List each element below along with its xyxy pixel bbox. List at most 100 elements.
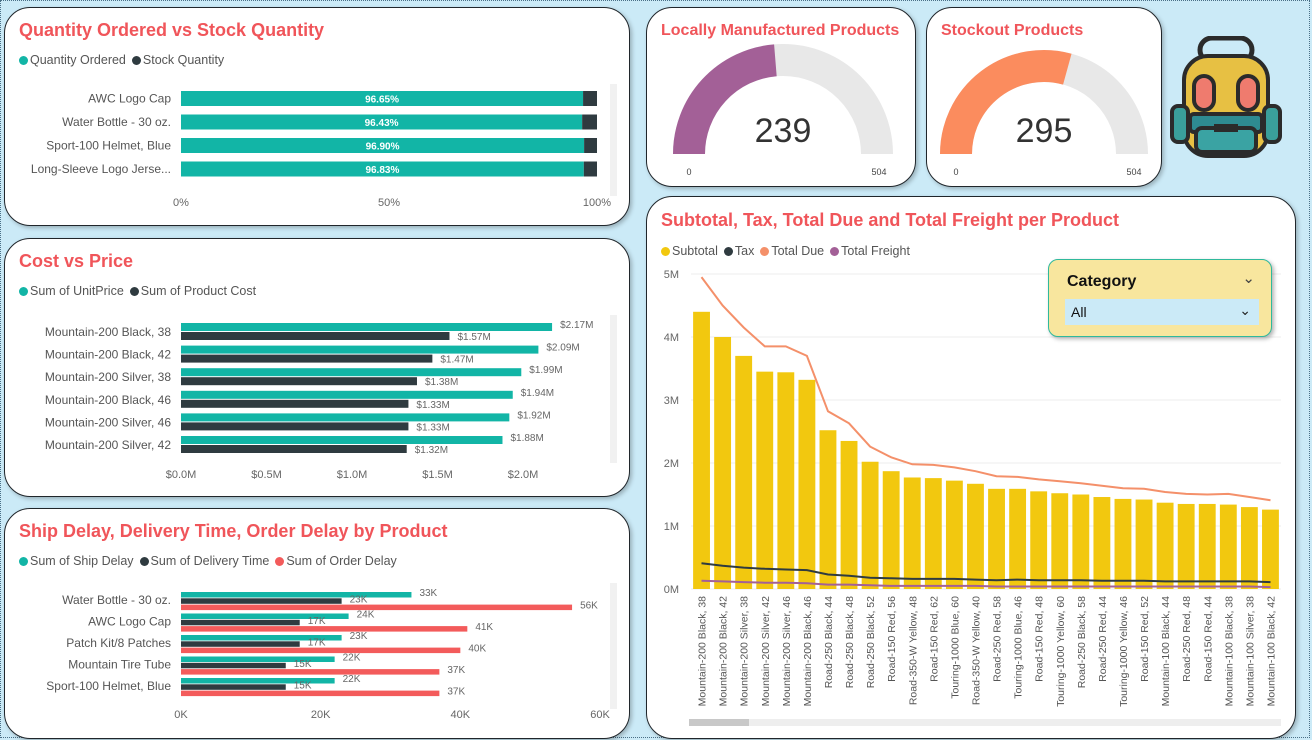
legend-item-quantity-ordered[interactable]: Quantity Ordered	[19, 53, 126, 67]
data-label: 17K	[308, 616, 326, 627]
bar-sum-of-ship-delay	[181, 592, 412, 598]
legend-item-delivery-time[interactable]: Sum of Delivery Time	[139, 554, 269, 568]
main-legend: Subtotal Tax Total Due Total Freight	[661, 244, 910, 258]
data-label: $2.17M	[560, 320, 593, 331]
data-label: $1.57M	[457, 332, 490, 343]
chevron-down-icon[interactable]: ⌄	[1242, 270, 1255, 287]
gauge-local-card[interactable]: Locally Manufactured Products 239 0 504	[646, 7, 916, 187]
legend-label: Total Due	[771, 244, 825, 258]
bar-subtotal	[693, 311, 710, 589]
data-label: 37K	[447, 665, 465, 676]
legend-dot	[131, 55, 141, 65]
category-label: AWC Logo Cap	[88, 615, 171, 629]
ship-title: Ship Delay, Delivery Time, Order Delay b…	[19, 521, 448, 541]
legend-item-product-cost[interactable]: Sum of Product Cost	[129, 284, 257, 298]
bar-subtotal	[714, 337, 732, 589]
category-label: Long-Sleeve Logo Jerse...	[31, 162, 171, 176]
ship-chart: Water Bottle - 30 oz. 33K 23K 56K AWC Logo C…	[46, 588, 610, 721]
data-label: $2.09M	[546, 343, 579, 354]
bar-sum-of-delivery-time	[181, 684, 286, 690]
legend-item-ship-delay[interactable]: Sum of Ship Delay	[19, 554, 134, 568]
legend-item-stock-quantity[interactable]: Stock Quantity	[131, 53, 224, 67]
gauge-value: 295	[1016, 112, 1073, 150]
x-category-label: Road-150 Red, 44	[1202, 596, 1214, 682]
bar-subtotal	[735, 355, 753, 589]
x-category-label: Road-150 Red, 62	[928, 596, 940, 682]
category-label: Mountain-200 Black, 46	[45, 393, 171, 407]
bar-subtotal	[819, 430, 837, 589]
bar-sum-of-ship-delay	[181, 656, 335, 662]
gauge-local-chart: 239 0 504	[673, 44, 893, 177]
bar-sum-of-ship-delay	[181, 678, 335, 684]
data-label: $1.47M	[440, 355, 473, 366]
legend-item-order-delay[interactable]: Sum of Order Delay	[275, 554, 397, 568]
gauge-min: 0	[686, 167, 691, 177]
cost-scrollbar[interactable]	[610, 315, 617, 463]
y-tick-label: 5M	[664, 269, 679, 281]
legend-label: Tax	[734, 244, 755, 258]
bar-unitprice	[181, 323, 553, 331]
bar-sum-of-order-delay	[181, 626, 468, 632]
legend-item-total-due[interactable]: Total Due	[760, 244, 824, 258]
data-label: 56K	[580, 601, 598, 612]
line-tax	[701, 562, 1271, 584]
data-label: $1.38M	[425, 377, 458, 388]
category-dropdown[interactable]: All ⌄	[1065, 299, 1259, 325]
legend-dot	[723, 246, 733, 256]
legend-item-unitprice[interactable]: Sum of UnitPrice	[19, 284, 124, 298]
qty-card[interactable]: Quantity Ordered vs Stock Quantity Quant…	[4, 7, 630, 226]
bar-product-cost	[181, 332, 450, 340]
x-category-label: Road-250 Black, 44	[823, 596, 835, 688]
y-tick-label: 4M	[664, 332, 679, 344]
gauge-max: 504	[871, 167, 886, 177]
legend-item-tax[interactable]: Tax	[723, 244, 755, 258]
legend-dot	[129, 286, 139, 296]
bar-subtotal	[945, 480, 963, 589]
main-scrollbar-track[interactable]	[689, 719, 1281, 726]
legend-label: Sum of Product Cost	[140, 284, 257, 298]
data-label: $1.99M	[529, 365, 562, 376]
ship-scrollbar[interactable]	[610, 583, 617, 709]
qty-scrollbar[interactable]	[610, 84, 617, 196]
legend-dot	[139, 556, 149, 566]
gauge-value: 239	[755, 112, 812, 150]
bar-sum-of-delivery-time	[181, 662, 286, 669]
chevron-down-icon[interactable]: ⌄	[1239, 302, 1251, 318]
main-title: Subtotal, Tax, Total Due and Total Freig…	[661, 210, 1120, 230]
x-category-label: Mountain-200 Silver, 38	[739, 596, 751, 706]
legend-label: Total Freight	[841, 244, 910, 258]
bar-sum-of-delivery-time	[181, 598, 342, 604]
cost-card[interactable]: Cost vs Price Sum of UnitPrice Sum of Pr…	[4, 238, 630, 497]
bar-sum-of-delivery-time	[181, 641, 300, 647]
x-tick-label: 60K	[590, 709, 610, 721]
gauge-fill	[940, 50, 1072, 155]
gauge-min: 0	[953, 167, 958, 177]
data-label: $1.88M	[510, 433, 543, 444]
legend-item-subtotal[interactable]: Subtotal	[661, 244, 718, 258]
data-label: $1.33M	[416, 400, 449, 411]
bar-sum-of-order-delay	[181, 690, 440, 697]
ship-card[interactable]: Ship Delay, Delivery Time, Order Delay b…	[4, 508, 630, 739]
gauge-fill	[673, 44, 778, 155]
bar-subtotal	[882, 471, 900, 589]
category-slicer[interactable]: Category ⌄ All ⌄	[1048, 259, 1272, 337]
bar-subtotal	[903, 477, 921, 589]
bar-subtotal	[840, 440, 858, 589]
x-tick-label: $1.5M	[422, 469, 453, 481]
data-label: 96.43%	[365, 118, 399, 129]
x-tick-label: 0%	[173, 197, 189, 209]
legend-label: Sum of Order Delay	[286, 554, 397, 568]
x-tick-label: $2.0M	[508, 469, 539, 481]
bar-subtotal	[1009, 488, 1027, 589]
category-label: Sport-100 Helmet, Blue	[46, 679, 171, 693]
gauge-stockout-card[interactable]: Stockout Products 295 0 504	[926, 7, 1162, 187]
x-tick-label: 40K	[451, 709, 471, 721]
data-label: 24K	[357, 610, 375, 621]
category-label: Mountain Tire Tube	[68, 658, 171, 672]
legend-item-total-freight[interactable]: Total Freight	[830, 244, 910, 258]
category-value: All	[1071, 304, 1087, 320]
main-scrollbar-thumb[interactable]	[689, 719, 749, 726]
legend-dot	[275, 556, 285, 566]
bar-subtotal	[1072, 494, 1090, 589]
x-category-label: Mountain-200 Black, 42	[718, 596, 730, 706]
